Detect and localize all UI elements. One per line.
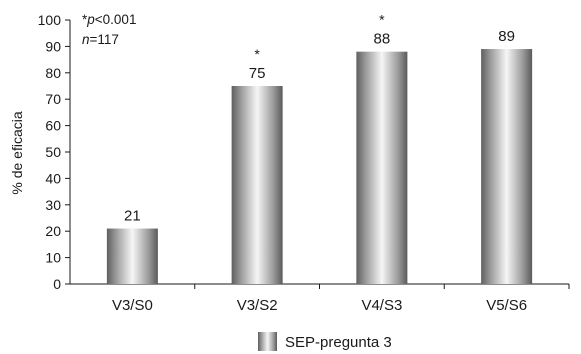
significance-marker: * — [254, 46, 260, 62]
y-tick-label: 100 — [38, 12, 62, 28]
bar — [481, 49, 533, 284]
n-symbol: n — [82, 32, 90, 47]
significance-note: *p<0.001 n=117 — [82, 12, 136, 47]
p-symbol: p — [86, 12, 95, 27]
y-tick-label: 10 — [45, 250, 61, 266]
y-tick-label: 20 — [45, 223, 61, 239]
bar — [231, 86, 283, 284]
y-tick-label: 40 — [45, 170, 61, 186]
sample-size-note: n=117 — [82, 32, 119, 47]
bar — [106, 228, 158, 284]
y-axis: 0 10 20 30 40 50 60 70 80 90 100 — [38, 12, 71, 292]
n-value: =117 — [90, 32, 119, 47]
y-tick-label: 70 — [45, 91, 61, 107]
data-label: 88 — [374, 31, 391, 48]
y-tick-label: 90 — [45, 38, 61, 54]
p-value: <0.001 — [95, 12, 137, 27]
bar — [356, 51, 408, 285]
x-tick-label: V5/S6 — [486, 297, 527, 314]
data-label: 21 — [124, 208, 141, 225]
y-tick-label: 50 — [45, 144, 61, 160]
y-tick-label: 0 — [53, 276, 61, 292]
data-label: 89 — [498, 28, 515, 45]
y-tick-label: 80 — [45, 65, 61, 81]
y-tick-label: 60 — [45, 118, 61, 134]
significance-marker: * — [379, 12, 385, 28]
data-label: 75 — [249, 65, 266, 82]
x-tick-label: V3/S0 — [112, 297, 153, 314]
y-axis-title: % de eficacia — [9, 111, 25, 194]
x-tick-label: V4/S3 — [361, 297, 402, 314]
x-axis: V3/S0 V3/S2 V4/S3 V5/S6 — [70, 283, 570, 314]
p-value-note: *p<0.001 — [82, 12, 136, 27]
legend-swatch — [258, 332, 277, 351]
legend: SEP-pregunta 3 — [258, 332, 392, 351]
p-prefix: * — [82, 12, 88, 27]
bars — [106, 49, 533, 285]
value-labels: 21 75 * 88 * 89 — [124, 12, 515, 225]
x-tick-label: V3/S2 — [237, 297, 278, 314]
legend-label: SEP-pregunta 3 — [285, 334, 392, 351]
y-tick-label: 30 — [45, 197, 61, 213]
